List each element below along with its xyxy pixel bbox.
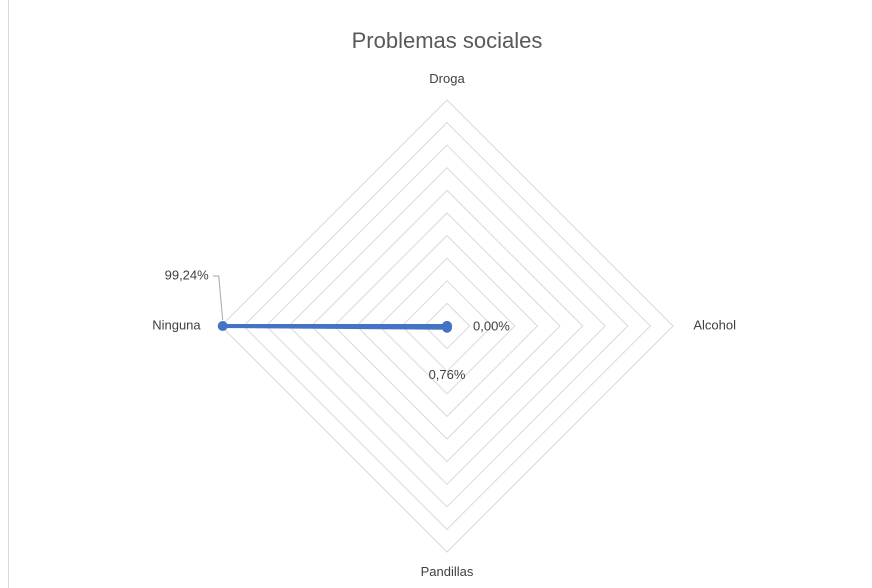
category-label: Alcohol [693,317,736,332]
grid-ring [423,302,471,350]
chart-title: Problemas sociales [352,28,543,53]
grid-ring [242,121,652,531]
grid-ring [333,212,561,440]
grid-ring [310,189,584,463]
grid-ring [355,234,539,418]
grid-ring [401,280,493,372]
category-label: Ninguna [152,317,201,332]
grid-ring [288,167,606,485]
leader-line [212,275,224,321]
category-label: Pandillas [421,564,474,579]
marker [217,321,228,331]
data-label: 0,76% [429,367,466,382]
data-label: 99,24% [165,267,210,282]
series-line [222,324,449,330]
grid-ring [378,257,516,395]
category-label: Droga [429,71,465,86]
grid-ring [265,144,629,508]
marker [442,322,452,333]
data-label: 0,00% [473,318,510,333]
grid-ring [220,99,674,553]
